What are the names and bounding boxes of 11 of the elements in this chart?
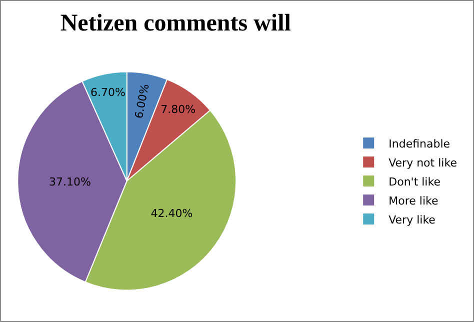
data-label: 6.00% xyxy=(132,82,152,120)
data-label: 6.70% xyxy=(90,86,126,100)
legend-label: Very not like xyxy=(388,156,458,170)
chart-title: Netizen comments will xyxy=(60,10,292,37)
data-label: 37.10% xyxy=(48,175,91,188)
legend-label: More like xyxy=(388,194,438,208)
data-label: 42.40% xyxy=(150,207,193,220)
legend-label: Don't like xyxy=(388,175,441,188)
legend-label: Indefinable xyxy=(388,137,450,150)
data-label: 7.80% xyxy=(160,103,196,116)
legend-label: Very like xyxy=(388,213,436,226)
